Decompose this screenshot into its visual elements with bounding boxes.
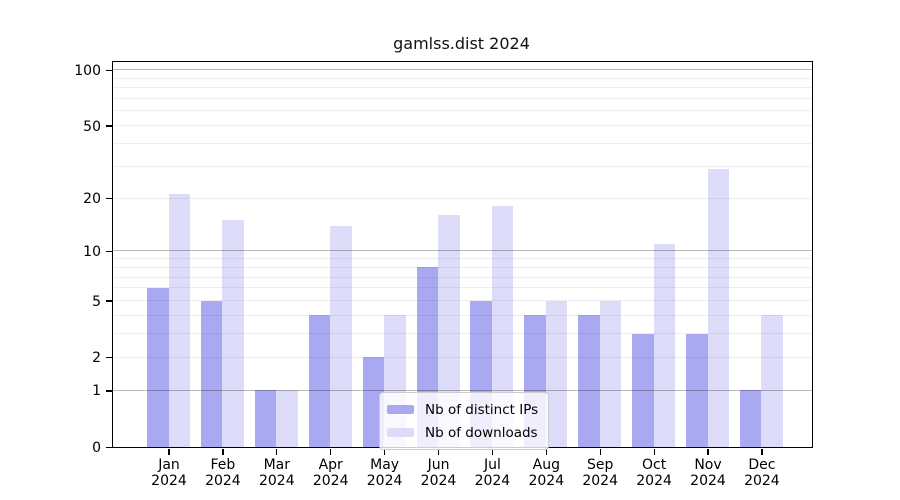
y-tick-mark <box>106 300 112 302</box>
bar-distinct-ips-apr <box>308 315 331 447</box>
y-tick-label: 10 <box>83 243 101 260</box>
x-tick-mark <box>491 449 494 455</box>
gridline-major <box>113 69 812 71</box>
legend-label: Nb of distinct IPs <box>425 401 539 418</box>
x-tick-mark <box>330 449 332 455</box>
gridline-major <box>113 250 812 252</box>
gridline-minor <box>113 300 812 302</box>
legend-row: Nb of downloads <box>387 423 538 442</box>
gridline-minor <box>113 165 812 167</box>
bar-distinct-ips-feb <box>200 300 223 447</box>
x-tick-label: Apr 2024 <box>312 457 349 489</box>
plot-area: Nb of distinct IPs Nb of downloads <box>112 61 813 450</box>
bar-distinct-ips-may <box>362 357 385 447</box>
bar-downloads-dec <box>761 315 783 447</box>
gridline-minor <box>113 276 812 278</box>
bar-distinct-ips-nov <box>686 333 708 447</box>
y-tick-label: 100 <box>74 62 101 79</box>
bar-distinct-ips-mar <box>254 390 277 447</box>
x-tick-label: Nov 2024 <box>690 457 726 489</box>
x-tick-label: Jan 2024 <box>151 457 187 489</box>
gridline-minor <box>113 197 812 199</box>
x-tick-mark <box>384 449 386 455</box>
bar-downloads-feb <box>222 220 244 447</box>
gridline-major <box>113 389 812 391</box>
legend-swatch-distinct-ips <box>387 405 414 414</box>
gridline-minor <box>113 314 812 316</box>
bar-downloads-jul <box>491 206 514 447</box>
gridline-minor <box>113 125 812 127</box>
y-tick-mark <box>106 198 112 200</box>
legend-swatch-downloads <box>387 428 414 437</box>
chart-title: gamlss.dist 2024 <box>393 34 530 53</box>
legend-label: Nb of downloads <box>425 424 538 441</box>
x-tick-label: May 2024 <box>366 457 403 489</box>
y-tick-mark <box>106 390 112 392</box>
gridline-minor <box>113 333 812 335</box>
x-tick-mark <box>437 449 440 455</box>
legend-row: Nb of distinct IPs <box>387 400 538 419</box>
x-tick-label: Dec 2024 <box>744 457 780 489</box>
bar-downloads-jan <box>168 194 190 447</box>
y-tick-label: 1 <box>92 383 101 400</box>
gridline-minor <box>113 110 812 112</box>
y-tick-mark <box>106 446 112 449</box>
x-tick-mark <box>653 449 655 455</box>
x-tick-mark <box>599 449 601 455</box>
x-tick-label: Feb 2024 <box>205 457 241 489</box>
legend: Nb of distinct IPs Nb of downloads <box>379 392 550 450</box>
gridline-minor <box>113 98 812 100</box>
y-tick-mark <box>106 69 112 71</box>
y-tick-label: 0 <box>92 440 101 456</box>
y-tick-mark <box>106 357 112 359</box>
gridline-minor <box>113 266 812 268</box>
y-tick-label: 50 <box>83 118 101 135</box>
bar-downloads-jun <box>438 215 460 447</box>
gridline-minor <box>113 356 812 358</box>
x-tick-label: Mar 2024 <box>258 457 295 489</box>
x-tick-mark <box>707 449 709 455</box>
bar-downloads-nov <box>707 168 729 447</box>
x-tick-mark <box>545 449 547 455</box>
gridline-minor <box>113 287 812 289</box>
x-tick-mark <box>761 449 763 455</box>
bar-downloads-oct <box>653 243 676 447</box>
gridline-minor <box>113 142 812 144</box>
bar-distinct-ips-dec <box>739 390 762 447</box>
y-tick-label: 20 <box>83 191 101 208</box>
bar-distinct-ips-sep <box>578 315 600 447</box>
x-tick-label: Oct 2024 <box>636 457 672 489</box>
y-tick-mark <box>106 125 112 127</box>
y-tick-label: 2 <box>92 350 101 367</box>
x-tick-mark <box>276 449 278 455</box>
x-tick-label: Sep 2024 <box>582 457 618 489</box>
x-tick-label: Jul 2024 <box>474 457 511 489</box>
x-tick-mark <box>222 449 224 455</box>
y-tick-label: 5 <box>92 293 101 310</box>
y-tick-mark <box>106 250 112 253</box>
x-tick-mark <box>168 449 170 455</box>
bar-downloads-sep <box>599 300 622 447</box>
gridline-minor <box>113 258 812 260</box>
bar-downloads-mar <box>276 390 298 447</box>
bar-downloads-aug <box>545 300 568 447</box>
x-tick-label: Aug 2024 <box>528 457 565 489</box>
bar-distinct-ips-oct <box>632 333 654 447</box>
x-tick-label: Jun 2024 <box>420 457 457 489</box>
gridline-minor <box>113 77 812 79</box>
gridline-minor <box>113 87 812 89</box>
bar-distinct-ips-jan <box>147 287 169 447</box>
bar-downloads-apr <box>330 225 352 447</box>
